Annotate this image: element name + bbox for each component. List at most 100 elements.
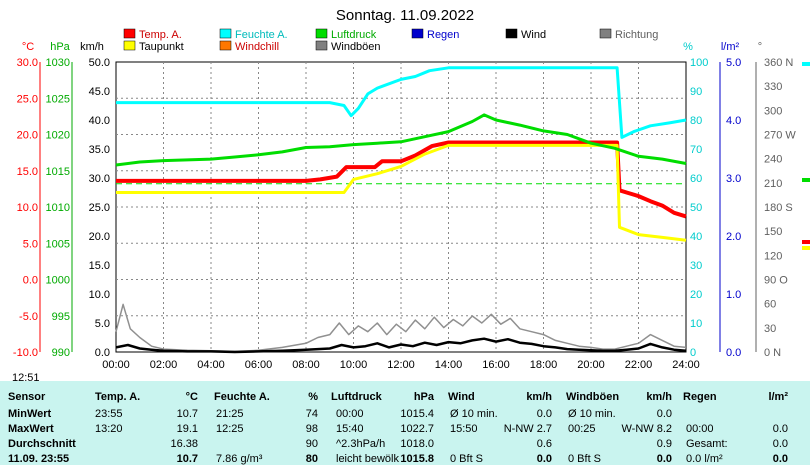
y-tick-label: 210 <box>764 178 782 190</box>
x-tick-label: 12:00 <box>387 359 415 371</box>
y-tick-label: 30.0 <box>89 173 110 185</box>
x-tick-label: 08:00 <box>292 359 320 371</box>
cell-temp-time: 23:55 <box>95 408 123 420</box>
y-tick-label: 990 <box>52 347 70 359</box>
cell-rain-value: 0.0 <box>772 423 788 435</box>
y-tick-label: 20 <box>690 289 702 301</box>
y-tick-label: 35.0 <box>89 144 110 156</box>
cell-rain-time: Gesamt: <box>686 438 728 450</box>
weather-chart: Sonntag. 11.09.2022 Temp. A. Feuchte A. Lu… <box>12 7 810 381</box>
cell-press-value: 1022.7 <box>400 423 434 435</box>
x-tick-label: 22:00 <box>625 359 653 371</box>
cell-rain-value: 0.0 <box>772 438 788 450</box>
right-edge-marker <box>802 62 810 66</box>
legend-swatch <box>411 28 424 39</box>
header-rain-unit: l/m² <box>768 391 788 403</box>
cell-hum-value: 98 <box>305 423 318 435</box>
legend-swatch <box>123 40 136 51</box>
y-tick-label: 25.0 <box>89 202 110 214</box>
cell-rain-value: 0.0 <box>772 453 788 465</box>
y-tick-label: 995 <box>52 311 70 323</box>
x-tick-label: 04:00 <box>197 359 225 371</box>
legend-label: Luftdruck <box>331 29 377 41</box>
y-axis-unit: hPa <box>50 41 70 53</box>
cell-temp-value: 16.38 <box>170 438 198 450</box>
y-tick-label: 1000 <box>46 275 70 287</box>
x-tick-label: 16:00 <box>482 359 510 371</box>
header-press: Luftdruck <box>331 391 382 403</box>
cell-wind-value: 0.0 <box>536 453 552 465</box>
header-gust-unit: km/h <box>646 391 672 403</box>
cell-hum-value: 74 <box>305 408 318 420</box>
cell-wind-time: 0 Bft S <box>450 453 484 465</box>
chart-axes: 00:00 02:00 04:00 06:00 08:00 10:00 12:00 14:00… <box>13 41 810 371</box>
y-tick-label: 10.0 <box>89 289 110 301</box>
cell-gust-value: 0.0 <box>656 453 672 465</box>
y-tick-label: 45.0 <box>89 86 110 98</box>
cell-gust-value: 0.9 <box>656 438 672 450</box>
y-tick-label: 1005 <box>46 238 70 250</box>
chart-title: Sonntag. 11.09.2022 <box>336 7 474 24</box>
y-tick-label: 15.0 <box>17 166 38 178</box>
right-edge-marker <box>802 178 810 182</box>
legend-label: Regen <box>427 29 459 41</box>
cell-press-time: 15:40 <box>336 423 364 435</box>
legend-swatch <box>505 28 518 39</box>
x-tick-label: 02:00 <box>150 359 178 371</box>
series-line-luftdruck <box>115 113 687 167</box>
right-edge-marker <box>802 240 810 244</box>
legend-label: Temp. A. <box>139 29 182 41</box>
header-sensor: Sensor <box>8 391 46 403</box>
cell-wind-time: 15:50 <box>450 423 478 435</box>
y-tick-label: -5.0 <box>19 311 38 323</box>
legend-swatch <box>219 28 232 39</box>
y-axis-unit: km/h <box>80 41 104 53</box>
row-label: MinWert <box>8 408 52 420</box>
y-axis-unit: % <box>683 41 693 53</box>
y-tick-label: 15.0 <box>89 260 110 272</box>
y-tick-label: 30 <box>690 260 702 272</box>
header-wind: Wind <box>448 391 475 403</box>
y-tick-label: 10.0 <box>17 202 38 214</box>
series-line-wind <box>115 337 687 354</box>
x-tick-label: 00:00 <box>102 359 130 371</box>
current-time-label: 12:51 <box>12 372 40 381</box>
y-tick-label: 1010 <box>46 202 70 214</box>
y-tick-label: 0 <box>690 347 696 359</box>
cell-press-time: ^2.3hPa/h <box>336 438 386 450</box>
cell-gust-time: 00:25 <box>568 423 596 435</box>
legend-swatch <box>315 40 328 51</box>
y-tick-label: 0.0 <box>95 347 110 359</box>
cell-press-value: 1018.0 <box>400 438 434 450</box>
cell-temp-value: 19.1 <box>176 423 198 435</box>
header-temp: Temp. A. <box>95 391 141 403</box>
y-axis-unit: ° <box>758 41 762 53</box>
series-line-taupunkt <box>116 143 687 242</box>
legend-label: Taupunkt <box>139 41 184 53</box>
y-tick-label: 0.0 <box>23 275 38 287</box>
y-tick-label: 360 N <box>764 57 793 69</box>
y-tick-label: 50 <box>690 202 702 214</box>
cell-gust-time: 0 Bft S <box>568 453 602 465</box>
header-press-unit: hPa <box>413 391 434 403</box>
cell-hum-time: 12:25 <box>216 423 244 435</box>
y-tick-label: 50.0 <box>89 57 110 69</box>
legend-swatch <box>599 28 612 39</box>
legend-swatch <box>123 28 136 39</box>
cell-press-time: 00:00 <box>336 408 364 420</box>
y-tick-label: 5.0 <box>23 238 38 250</box>
y-tick-label: 2.0 <box>726 231 741 243</box>
y-tick-label: 70 <box>690 144 702 156</box>
header-hum-unit: % <box>308 391 318 403</box>
cell-temp-value: 10.7 <box>176 408 198 420</box>
y-tick-label: 240 <box>764 154 782 166</box>
cell-gust-value: 0.0 <box>656 408 672 420</box>
x-tick-label: 20:00 <box>577 359 605 371</box>
y-tick-label: 1015 <box>46 166 70 178</box>
right-edge-marker <box>802 246 810 250</box>
y-tick-label: 5.0 <box>726 57 741 69</box>
cell-wind-value: 0.0 <box>536 408 552 420</box>
cell-gust-time: Ø 10 min. <box>568 408 616 420</box>
y-tick-label: 60 <box>690 173 702 185</box>
y-tick-label: 1.0 <box>726 289 741 301</box>
